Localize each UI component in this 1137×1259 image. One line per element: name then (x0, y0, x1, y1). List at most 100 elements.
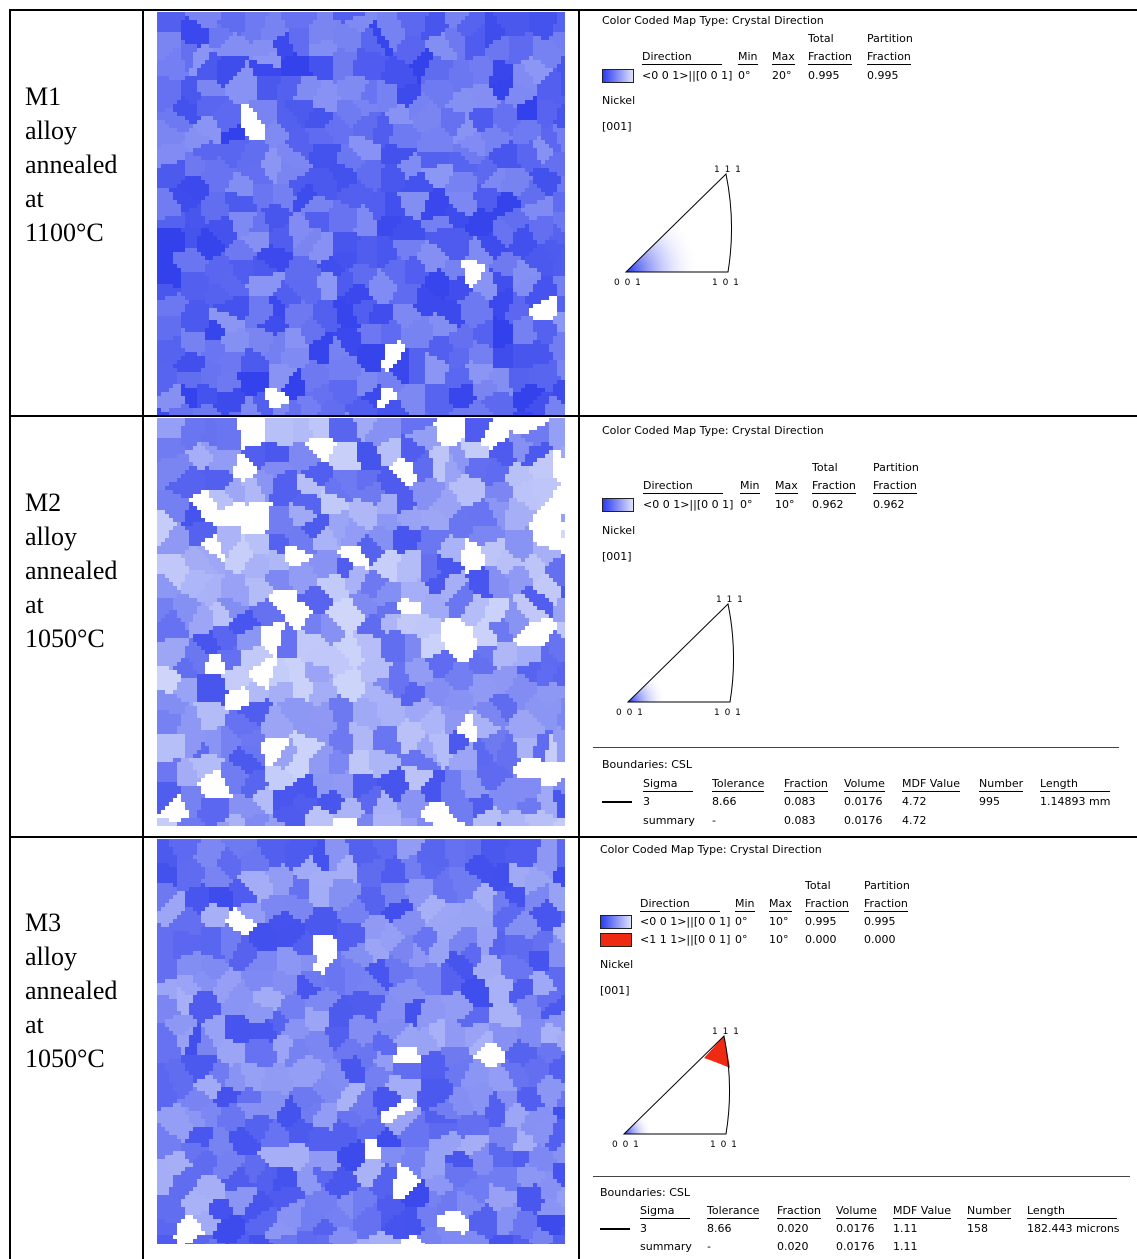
header-total-fraction: Fraction (812, 479, 856, 494)
row-divider-1 (9, 415, 1137, 417)
entry-swatch (600, 915, 632, 929)
header-min: Min (735, 897, 755, 912)
header-partition: Partition (873, 461, 919, 474)
boundary-header-number: Number (979, 777, 1024, 792)
entry-swatch-red (600, 933, 632, 947)
boundary-header-volume: Volume (836, 1204, 877, 1219)
entry-total: 0.000 (805, 933, 837, 946)
header-partition: Partition (867, 32, 913, 45)
summary-label: summary (643, 814, 695, 827)
boundary-header-mdf: MDF Value (893, 1204, 951, 1219)
entry-min: 0° (735, 933, 748, 946)
row-2-label: M2 alloy annealed at 1050°C (25, 486, 117, 656)
entry-partition: 0.995 (867, 69, 899, 82)
summary-tolerance: - (707, 1240, 711, 1253)
material-label: Nickel (602, 524, 635, 537)
axis-label: [001] (600, 984, 630, 997)
header-direction: Direction (642, 50, 722, 65)
boundary-line-sample (600, 1228, 630, 1230)
boundary-tolerance: 8.66 (712, 795, 737, 808)
entry-partition: 0.962 (873, 498, 905, 511)
header-min: Min (738, 50, 758, 65)
summary-fraction: 0.020 (777, 1240, 809, 1253)
boundary-tolerance: 8.66 (707, 1222, 732, 1235)
boundary-header-length: Length (1027, 1204, 1117, 1219)
boundaries-separator (593, 747, 1119, 748)
header-total: Total (808, 32, 834, 45)
boundary-header-mdf: MDF Value (902, 777, 960, 792)
boundary-header-number: Number (967, 1204, 1012, 1219)
boundary-volume: 0.0176 (836, 1222, 875, 1235)
boundary-sigma: 3 (643, 795, 650, 808)
entry-partition: 0.000 (864, 933, 896, 946)
header-max: Max (769, 897, 792, 912)
header-max: Max (772, 50, 795, 65)
summary-fraction: 0.083 (784, 814, 816, 827)
boundary-fraction: 0.083 (784, 795, 816, 808)
summary-mdf: 1.11 (893, 1240, 918, 1253)
header-total-fraction: Fraction (805, 897, 849, 912)
material-label: Nickel (600, 958, 633, 971)
entry-max: 10° (775, 498, 795, 511)
summary-volume: 0.0176 (836, 1240, 875, 1253)
boundary-header-sigma: Sigma (640, 1204, 690, 1219)
entry-total: 0.995 (805, 915, 837, 928)
table-top-border (9, 9, 1137, 11)
boundary-header-length: Length (1040, 777, 1110, 792)
boundary-volume: 0.0176 (844, 795, 883, 808)
summary-mdf: 4.72 (902, 814, 927, 827)
entry-partition: 0.995 (864, 915, 896, 928)
header-partition-fraction: Fraction (867, 50, 911, 65)
material-label: Nickel (602, 94, 635, 107)
summary-label: summary (640, 1240, 692, 1253)
row-1-legend: Color Coded Map Type: Crystal Direction … (602, 14, 1132, 404)
entry-direction: <0 0 1>||[0 0 1] (640, 915, 730, 928)
boundaries-separator (593, 1176, 1130, 1177)
legend-title: Color Coded Map Type: Crystal Direction (602, 14, 824, 27)
axis-label: [001] (602, 120, 632, 133)
boundary-header-sigma: Sigma (643, 777, 693, 792)
boundaries-title: Boundaries: CSL (602, 758, 692, 771)
boundary-header-volume: Volume (844, 777, 885, 792)
entry-max: 10° (769, 915, 789, 928)
header-partition-fraction: Fraction (864, 897, 908, 912)
header-total: Total (805, 879, 831, 892)
entry-min: 0° (740, 498, 753, 511)
boundary-header-tolerance: Tolerance (707, 1204, 760, 1219)
entry-min: 0° (738, 69, 751, 82)
row-3-legend: Color Coded Map Type: Crystal Direction … (593, 843, 1135, 1255)
entry-direction: <1 1 1>||[0 0 1] (640, 933, 730, 946)
row-1-grain-map (157, 12, 565, 415)
entry-total: 0.995 (808, 69, 840, 82)
boundary-fraction: 0.020 (777, 1222, 809, 1235)
legend-title: Color Coded Map Type: Crystal Direction (602, 424, 824, 437)
header-total: Total (812, 461, 838, 474)
entry-direction: <0 0 1>||[0 0 1] (642, 69, 732, 82)
boundary-length: 182.443 microns (1027, 1222, 1120, 1235)
boundary-line-sample (602, 801, 632, 803)
entry-max: 20° (772, 69, 792, 82)
summary-volume: 0.0176 (844, 814, 883, 827)
column-divider-1 (142, 9, 144, 1259)
entry-total: 0.962 (812, 498, 844, 511)
legend-title: Color Coded Map Type: Crystal Direction (600, 843, 822, 856)
row-divider-2 (9, 836, 1137, 838)
boundaries-title: Boundaries: CSL (600, 1186, 690, 1199)
row-3-label: M3 alloy annealed at 1050°C (25, 906, 117, 1076)
header-partition-fraction: Fraction (873, 479, 917, 494)
row-3-grain-map (157, 839, 565, 1244)
header-min: Min (740, 479, 760, 494)
row-2-legend: Color Coded Map Type: Crystal Direction … (593, 424, 1132, 829)
header-direction: Direction (643, 479, 723, 494)
boundary-header-fraction: Fraction (777, 1204, 821, 1219)
boundary-number: 995 (979, 795, 1000, 808)
entry-max: 10° (769, 933, 789, 946)
boundary-length: 1.14893 mm (1040, 795, 1110, 808)
boundary-header-tolerance: Tolerance (712, 777, 765, 792)
column-divider-2 (578, 9, 580, 1259)
boundary-number: 158 (967, 1222, 988, 1235)
header-total-fraction: Fraction (808, 50, 852, 65)
entry-swatch (602, 498, 634, 512)
